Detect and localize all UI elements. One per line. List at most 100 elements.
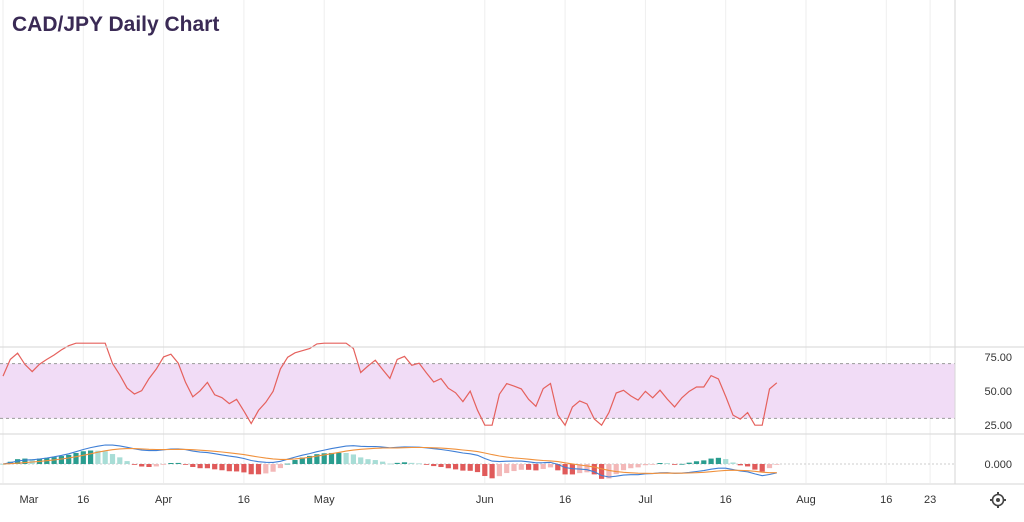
macd-histogram-bar	[190, 464, 196, 468]
macd-histogram-bar	[679, 463, 685, 465]
macd-histogram-bar	[277, 464, 283, 469]
macd-histogram-bar	[431, 464, 437, 467]
macd-histogram-bar	[693, 461, 700, 464]
macd-histogram-bar	[606, 464, 612, 479]
macd-histogram-bar	[387, 463, 393, 465]
macd-histogram-bar	[73, 452, 79, 464]
rsi-tick-label: 25.00	[984, 420, 1012, 432]
macd-histogram-bar	[248, 464, 254, 475]
macd-histogram-bar	[219, 464, 225, 471]
macd-histogram-bar	[759, 464, 765, 472]
x-tick-label: 16	[880, 494, 892, 506]
macd-histogram-bar	[153, 464, 159, 467]
macd-histogram-bar	[467, 464, 473, 471]
macd-histogram-bar	[540, 464, 546, 469]
macd-histogram-bar	[686, 462, 692, 464]
macd-histogram-bar	[131, 464, 137, 465]
macd-histogram-bar	[599, 464, 605, 479]
macd-histogram-bar	[263, 464, 269, 474]
x-tick-label: Aug	[796, 494, 816, 506]
macd-histogram-bar	[737, 464, 743, 466]
macd-histogram-bar	[109, 454, 116, 464]
macd-histogram-bar	[372, 460, 378, 464]
macd-histogram-bar	[212, 464, 218, 470]
macd-histogram-bar	[343, 452, 349, 464]
macd-histogram-bar	[620, 464, 627, 471]
macd-histogram-bar	[255, 464, 262, 475]
macd-histogram-bar	[117, 457, 123, 464]
macd-histogram-bar	[723, 459, 729, 464]
macd-histogram-bar	[175, 462, 181, 464]
macd-histogram-bar	[511, 464, 517, 472]
macd-histogram-bar	[168, 463, 174, 464]
x-tick-label: 16	[559, 494, 571, 506]
macd-signal-line	[2, 446, 777, 474]
macd-histogram-bar	[314, 454, 320, 464]
macd-histogram-bar	[628, 464, 634, 469]
macd-histogram-bar	[635, 464, 641, 468]
rsi-panel	[0, 342, 955, 427]
macd-histogram-bar	[102, 451, 108, 464]
macd-histogram-bar	[365, 459, 371, 464]
macd-histogram-bar	[22, 458, 28, 464]
macd-histogram-bar	[88, 450, 94, 464]
macd-histogram-bar	[307, 455, 313, 464]
macd-panel	[0, 444, 955, 479]
macd-histogram-bar	[752, 464, 758, 470]
macd-histogram-bar	[642, 464, 648, 466]
macd-histogram-bar	[66, 454, 72, 464]
macd-histogram-bar	[285, 463, 291, 465]
macd-histogram-bar	[664, 463, 670, 464]
gear-icon[interactable]	[990, 492, 1006, 508]
x-tick-label: 16	[77, 494, 89, 506]
macd-histogram-bar	[496, 464, 502, 477]
x-tick-label: Apr	[155, 494, 172, 506]
macd-histogram-bar	[241, 464, 247, 473]
x-tick-label: Jul	[638, 494, 652, 506]
macd-histogram-bar	[613, 464, 619, 475]
axes: 88.21685.45080.00082.00084.00086.00088.0…	[0, 0, 1024, 506]
macd-histogram-bar	[774, 464, 780, 465]
macd-histogram-bar	[394, 462, 400, 464]
macd-histogram-bar	[409, 462, 415, 464]
macd-histogram-bar	[715, 457, 721, 464]
macd-histogram-bar	[650, 464, 656, 465]
macd-histogram-bar	[591, 464, 597, 475]
macd-histogram-bar	[745, 464, 751, 467]
macd-histogram-bar	[15, 459, 21, 464]
macd-histogram-bar	[0, 464, 6, 465]
macd-histogram-bar	[460, 464, 466, 471]
macd-histogram-bar	[124, 461, 130, 464]
macd-histogram-bar	[518, 464, 524, 470]
macd-histogram-bar	[547, 464, 554, 468]
macd-histogram-bar	[80, 451, 86, 464]
macd-histogram-bar	[336, 452, 342, 464]
macd-tick-label: 0.000	[984, 459, 1012, 471]
macd-histogram-bar	[380, 461, 386, 464]
rsi-tick-label: 75.00	[984, 352, 1012, 364]
macd-histogram-bar	[234, 464, 240, 472]
macd-histogram-bar	[161, 464, 167, 465]
x-tick-label: May	[314, 494, 335, 506]
macd-histogram-bar	[708, 458, 714, 464]
macd-histogram-bar	[730, 462, 736, 464]
x-tick-label: 23	[924, 494, 936, 506]
macd-histogram-bar	[701, 460, 707, 464]
macd-histogram-bar	[358, 457, 364, 464]
macd-histogram-bar	[423, 464, 429, 465]
x-tick-label: 16	[238, 494, 250, 506]
macd-histogram-bar	[270, 464, 276, 472]
macd-histogram-bar	[584, 464, 590, 473]
macd-histogram-bar	[489, 464, 495, 479]
macd-histogram-bar	[482, 464, 488, 477]
macd-histogram-bar	[657, 463, 663, 464]
macd-histogram-bar	[526, 464, 532, 470]
macd-histogram-bar	[139, 464, 145, 467]
macd-histogram-bar	[292, 460, 298, 464]
macd-histogram-bar	[350, 454, 356, 464]
macd-histogram-bar	[453, 464, 459, 470]
macd-histogram-bar	[226, 464, 232, 472]
macd-histogram-bar	[197, 464, 203, 469]
